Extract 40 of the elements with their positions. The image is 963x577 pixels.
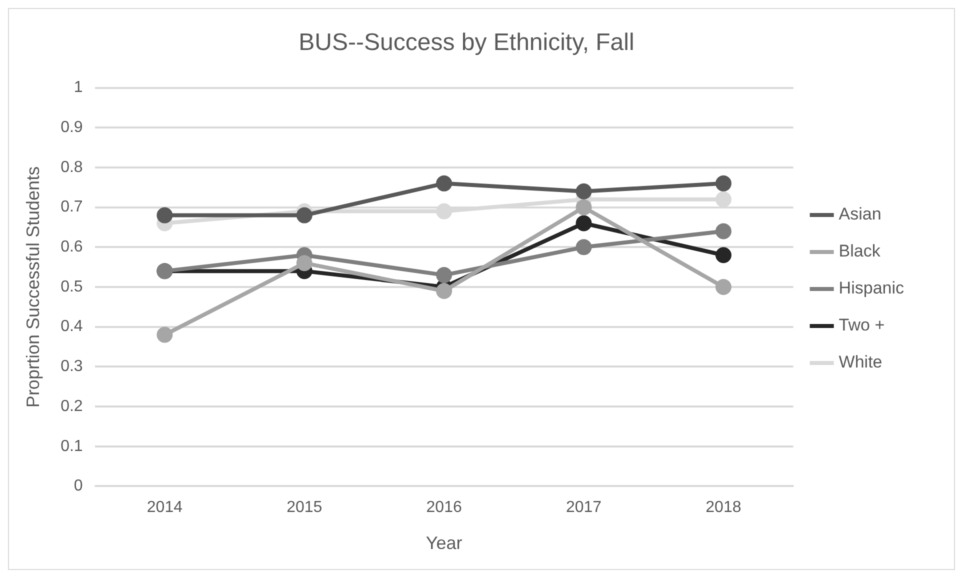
x-tick-label: 2018: [706, 499, 742, 516]
point: [576, 215, 592, 232]
point: [296, 255, 312, 272]
y-tick-label: 0: [74, 478, 83, 495]
chart-title: BUS--Success by Ethnicity, Fall: [298, 29, 634, 56]
y-tick-label: 0.1: [60, 438, 83, 455]
x-tick-label: 2016: [426, 499, 462, 516]
legend-label: Black: [838, 242, 881, 261]
y-tick-label: 1: [74, 79, 83, 96]
legend-label: Hispanic: [838, 278, 904, 298]
point: [715, 279, 732, 295]
legend-label: Two +: [838, 316, 885, 335]
x-axis-title: Year: [426, 533, 462, 554]
x-tick-label: 2014: [146, 499, 183, 516]
point: [156, 207, 173, 224]
point: [715, 175, 732, 192]
point: [436, 203, 452, 220]
point: [436, 175, 452, 192]
point: [436, 267, 452, 284]
legend-label: Asian: [838, 204, 882, 224]
y-tick-label: 0.8: [60, 158, 83, 176]
point: [576, 239, 592, 256]
y-tick-label: 0.4: [60, 318, 83, 336]
x-tick-label: 2015: [286, 499, 322, 516]
y-tick-label: 0.6: [60, 238, 83, 256]
y-tick-label: 0.2: [60, 398, 83, 415]
y-axis-title: Proprtion Successful Students: [22, 166, 43, 408]
legend-label: White: [838, 352, 882, 372]
point: [715, 191, 732, 208]
y-tick-label: 0.9: [60, 119, 83, 136]
x-tick-label: 2017: [566, 499, 602, 516]
y-tick-label: 0.3: [60, 358, 83, 376]
point: [715, 223, 732, 240]
point: [576, 183, 592, 200]
y-tick-label: 0.5: [60, 278, 83, 296]
point: [296, 207, 312, 224]
y-tick-label: 0.7: [60, 198, 83, 216]
point: [715, 247, 732, 264]
point: [576, 199, 592, 216]
point: [156, 326, 173, 343]
